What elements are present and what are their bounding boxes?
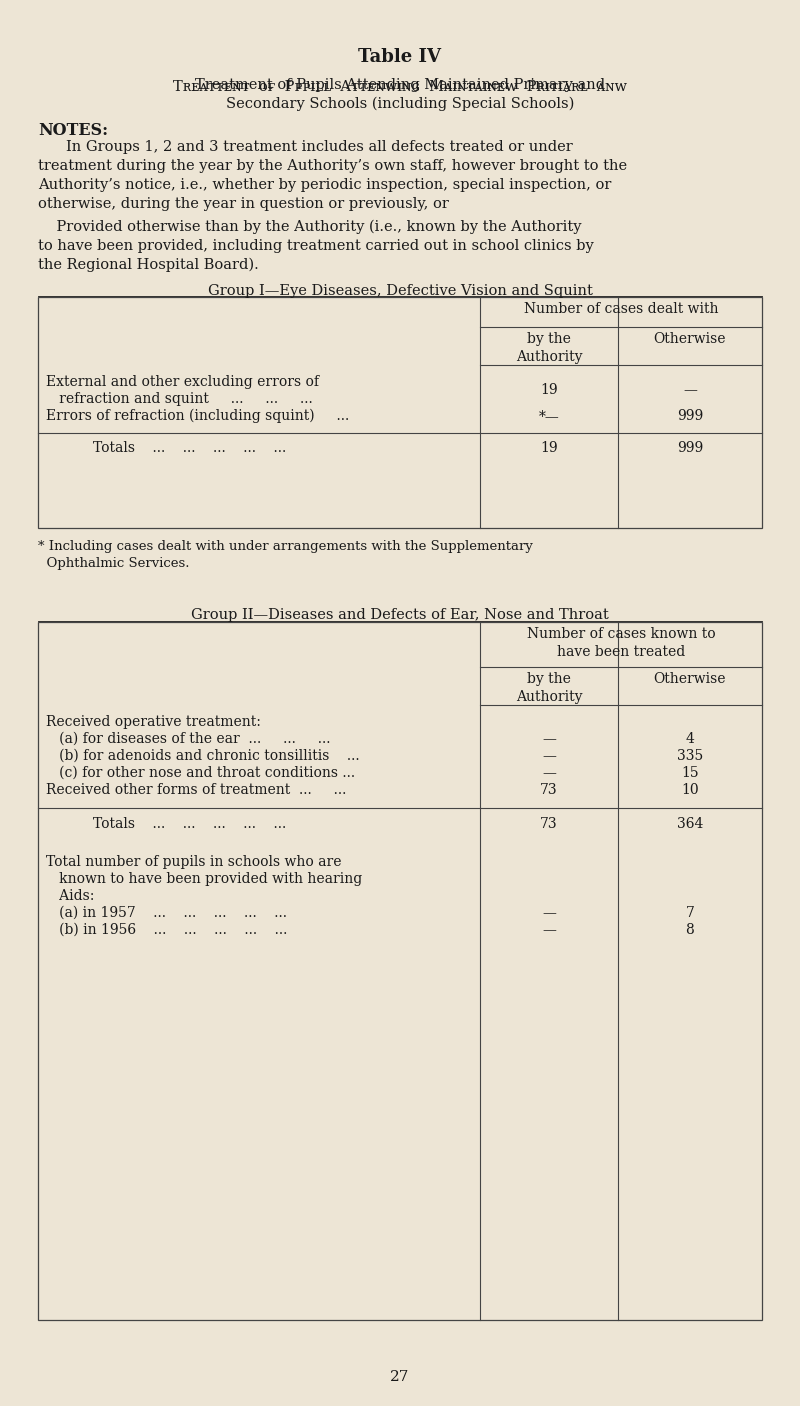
Text: 8: 8 [686,922,694,936]
Text: —: — [542,922,556,936]
Text: —: — [542,905,556,920]
Text: Table IV: Table IV [358,48,442,66]
Text: In Groups 1, 2 and 3 treatment includes all defects treated or under: In Groups 1, 2 and 3 treatment includes … [66,141,573,155]
Text: Otherwise: Otherwise [654,332,726,346]
Text: Group I—Eye Diseases, Defective Vision and Squint: Group I—Eye Diseases, Defective Vision a… [207,284,593,298]
Text: 73: 73 [540,817,558,831]
Text: by the
Authority: by the Authority [516,672,582,704]
Text: (a) in 1957    ...    ...    ...    ...    ...: (a) in 1957 ... ... ... ... ... [46,905,287,920]
Text: Errors of refraction (including squint)     ...: Errors of refraction (including squint) … [46,409,350,423]
Text: (b) in 1956    ...    ...    ...    ...    ...: (b) in 1956 ... ... ... ... ... [46,922,287,936]
Text: otherwise, during the year in question or previously, or: otherwise, during the year in question o… [38,197,449,211]
Text: to have been provided, including treatment carried out in school clinics by: to have been provided, including treatme… [38,239,594,253]
Text: 999: 999 [677,409,703,423]
Text: External and other excluding errors of: External and other excluding errors of [46,375,319,389]
Text: Number of cases known to
have been treated: Number of cases known to have been treat… [526,627,715,659]
Text: Aids:: Aids: [46,889,94,903]
Bar [38,297,762,529]
Text: Totals    ...    ...    ...    ...    ...: Totals ... ... ... ... ... [93,441,286,456]
Text: —: — [542,766,556,780]
Text: Ophthalmic Services.: Ophthalmic Services. [38,557,190,569]
Text: 4: 4 [686,733,694,747]
Text: NOTES:: NOTES: [38,122,108,139]
Text: Total number of pupils in schools who are: Total number of pupils in schools who ar… [46,855,342,869]
Text: known to have been provided with hearing: known to have been provided with hearing [46,872,362,886]
Text: Otherwise: Otherwise [654,672,726,686]
Text: 364: 364 [677,817,703,831]
Text: * Including cases dealt with under arrangements with the Supplementary: * Including cases dealt with under arran… [38,540,533,553]
Text: *—: *— [538,409,559,423]
Text: Treatment of Pupils Attending Maintained Primary and: Treatment of Pupils Attending Maintained… [195,77,605,91]
Text: 73: 73 [540,783,558,797]
Text: 27: 27 [390,1369,410,1384]
Text: Secondary Schools (including Special Schools): Secondary Schools (including Special Sch… [226,97,574,111]
Text: —: — [542,733,556,747]
Text: 19: 19 [540,441,558,456]
Text: 10: 10 [681,783,699,797]
Text: —: — [542,749,556,763]
Bar [38,621,762,1320]
Text: treatment during the year by the Authority’s own staff, however brought to the: treatment during the year by the Authori… [38,159,627,173]
Text: 15: 15 [681,766,699,780]
Text: Authority’s notice, i.e., whether by periodic inspection, special inspection, or: Authority’s notice, i.e., whether by per… [38,179,611,193]
Text: Received operative treatment:: Received operative treatment: [46,716,261,728]
Text: 19: 19 [540,382,558,396]
Text: (c) for other nose and throat conditions ...: (c) for other nose and throat conditions… [46,766,355,780]
Text: 7: 7 [686,905,694,920]
Text: Group II—Diseases and Defects of Ear, Nose and Throat: Group II—Diseases and Defects of Ear, No… [191,607,609,621]
Text: refraction and squint     ...     ...     ...: refraction and squint ... ... ... [46,392,313,406]
Text: Tʀᴇᴀᴛᴛᴇɴᴛ  ᴏғ  Pᴘᴘɪʟʟ  Aᴛᴛᴇɴᴡɪɴɢ  Mᴀɪɴᴛᴀɪɴᴇᴡ  Pʀɪᴛɪᴀʀʟ  ᴀɴᴡ: Tʀᴇᴀᴛᴛᴇɴᴛ ᴏғ Pᴘᴘɪʟʟ Aᴛᴛᴇɴᴡɪɴɢ Mᴀɪɴᴛᴀɪɴᴇᴡ… [173,80,627,94]
Text: (a) for diseases of the ear  ...     ...     ...: (a) for diseases of the ear ... ... ... [46,733,330,747]
Text: Totals    ...    ...    ...    ...    ...: Totals ... ... ... ... ... [93,817,286,831]
Text: 335: 335 [677,749,703,763]
Text: (b) for adenoids and chronic tonsillitis    ...: (b) for adenoids and chronic tonsillitis… [46,749,360,763]
Text: the Regional Hospital Board).: the Regional Hospital Board). [38,257,258,273]
Text: by the
Authority: by the Authority [516,332,582,364]
Text: —: — [683,382,697,396]
Text: Received other forms of treatment  ...     ...: Received other forms of treatment ... ..… [46,783,346,797]
Text: 999: 999 [677,441,703,456]
Text: Provided otherwise than by the Authority (i.e., known by the Authority: Provided otherwise than by the Authority… [38,219,582,235]
Text: Number of cases dealt with: Number of cases dealt with [524,302,718,316]
